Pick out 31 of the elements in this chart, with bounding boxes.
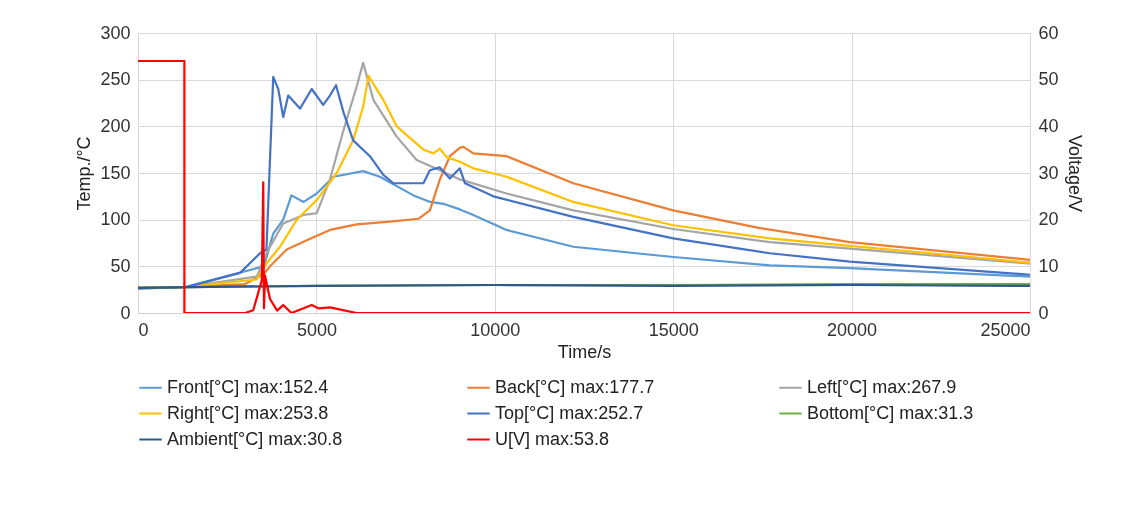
- y2-tick-label: 30: [1038, 162, 1059, 183]
- y-tick-label: 200: [100, 115, 131, 136]
- y2-tick-label: 20: [1038, 209, 1059, 230]
- legend-label: Back[°C] max:177.7: [495, 376, 655, 397]
- x-axis-title: Time/s: [557, 341, 612, 362]
- y2-tick-label: 0: [1038, 302, 1049, 323]
- legend-label: Bottom[°C] max:31.3: [807, 402, 974, 423]
- x-tick-label: 15000: [648, 319, 699, 340]
- x-tick-label: 20000: [827, 319, 878, 340]
- y2-tick-label: 50: [1038, 69, 1059, 90]
- x-tick-label: 0: [138, 319, 149, 340]
- x-tick-label: 5000: [296, 319, 337, 340]
- legend-label: Left[°C] max:267.9: [807, 376, 957, 397]
- y-tick-label: 100: [100, 209, 131, 230]
- y-tick-label: 0: [120, 302, 131, 323]
- x-tick-label: 10000: [470, 319, 521, 340]
- y-tick-label: 150: [100, 162, 131, 183]
- y-tick-label: 250: [100, 69, 131, 90]
- legend-label: U[V] max:53.8: [495, 428, 610, 449]
- y2-tick-label: 60: [1038, 22, 1059, 43]
- legend-label: Ambient[°C] max:30.8: [167, 428, 343, 449]
- x-tick-label: 25000: [980, 319, 1031, 340]
- legend-label: Right[°C] max:253.8: [167, 402, 329, 423]
- y2-tick-label: 10: [1038, 255, 1059, 276]
- legend-label: Front[°C] max:152.4: [167, 376, 329, 397]
- y-tick-label: 300: [100, 22, 131, 43]
- y-tick-label: 50: [110, 255, 131, 276]
- legend-label: Top[°C] max:252.7: [495, 402, 644, 423]
- y2-tick-label: 40: [1038, 115, 1059, 136]
- y2-axis-title: Voltage/V: [1064, 134, 1085, 213]
- y-axis-title: Temp./°C: [74, 136, 95, 211]
